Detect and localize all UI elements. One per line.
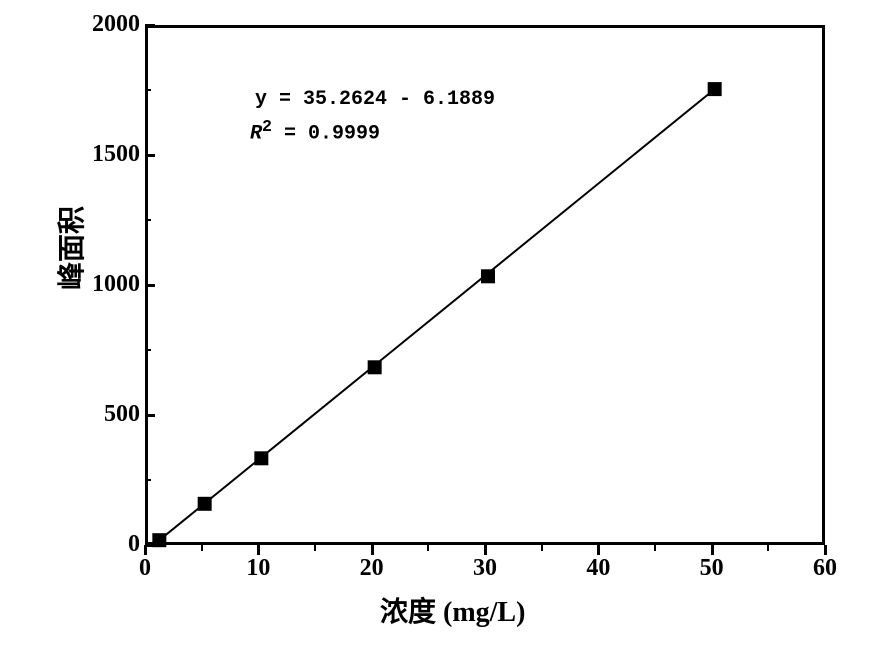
y-tick-mark [145, 154, 155, 157]
x-tick-label: 10 [238, 555, 278, 582]
y-tick-label: 2000 [70, 11, 140, 38]
x-tick-mark [484, 545, 487, 555]
x-tick-mark [257, 545, 260, 555]
calibration-chart: y = 35.2624 - 6.1889 R2 = 0.9999 峰面积 浓度 … [50, 10, 860, 640]
y-tick-minor [145, 479, 151, 481]
data-point [481, 269, 495, 283]
x-tick-label: 30 [465, 555, 505, 582]
x-tick-label: 0 [125, 555, 165, 582]
y-tick-mark [145, 24, 155, 27]
x-tick-minor [767, 545, 769, 551]
x-tick-mark [824, 545, 827, 555]
y-tick-minor [145, 89, 151, 91]
x-tick-mark [711, 545, 714, 555]
regression-line [159, 89, 714, 540]
data-point [368, 360, 382, 374]
r-squared-annotation: R2 = 0.9999 [250, 118, 380, 146]
y-tick-label: 500 [70, 401, 140, 428]
x-tick-minor [654, 545, 656, 551]
x-tick-label: 20 [352, 555, 392, 582]
x-tick-mark [144, 545, 147, 555]
x-axis-label: 浓度 (mg/L) [380, 590, 525, 630]
x-tick-minor [541, 545, 543, 551]
y-tick-label: 1500 [70, 141, 140, 168]
x-tick-minor [314, 545, 316, 551]
data-point [708, 82, 722, 96]
y-tick-minor [145, 219, 151, 221]
x-tick-mark [597, 545, 600, 555]
y-tick-minor [145, 349, 151, 351]
x-tick-label: 40 [578, 555, 618, 582]
equation-annotation: y = 35.2624 - 6.1889 [255, 88, 495, 111]
data-point [198, 497, 212, 511]
x-tick-mark [371, 545, 374, 555]
x-tick-label: 50 [692, 555, 732, 582]
y-tick-mark [145, 284, 155, 287]
y-tick-label: 1000 [70, 271, 140, 298]
data-point [254, 451, 268, 465]
x-tick-label: 60 [805, 555, 845, 582]
x-tick-minor [201, 545, 203, 551]
y-tick-mark [145, 414, 155, 417]
y-tick-label: 0 [70, 531, 140, 558]
x-tick-minor [427, 545, 429, 551]
